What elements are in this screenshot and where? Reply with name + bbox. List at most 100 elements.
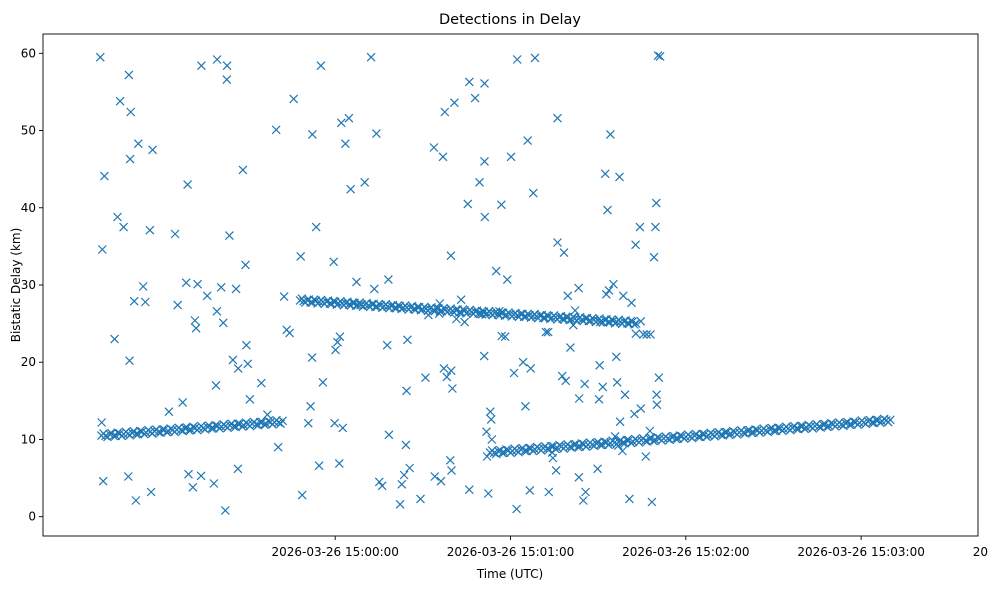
data-point [241,260,250,270]
data-point [307,129,317,139]
data-point [479,351,489,361]
data-point [99,171,109,181]
data-point [553,113,562,123]
data-point [401,440,411,450]
data-point [366,52,376,62]
data-point [125,356,134,366]
data-point [574,472,584,482]
data-point [652,400,662,410]
y-tick-label: 40 [21,201,36,215]
data-point [188,482,198,492]
data-point [440,107,450,117]
data-point [212,306,222,316]
data-point [528,188,538,198]
chart-title: Detections in Delay [439,12,581,28]
data-point [97,245,107,254]
data-point [334,458,344,468]
data-point [463,199,473,209]
data-point [742,426,752,436]
data-point [196,61,206,71]
data-point [402,335,412,345]
data-point [133,139,143,149]
data-point [434,309,444,319]
data-point [814,422,824,432]
data-point [384,430,394,440]
data-point [222,61,232,71]
data-point [449,98,459,108]
data-point [640,436,650,446]
data-point [255,417,265,427]
data-point [651,198,661,208]
data-point [279,292,289,302]
data-point [346,184,356,194]
data-point [131,429,141,439]
data-point [180,423,190,433]
data-point [491,266,501,276]
y-tick-label: 0 [28,510,36,524]
data-point [423,310,433,320]
data-point [652,390,662,400]
data-point [482,452,492,461]
data-point [371,129,381,139]
data-point [650,222,660,232]
data-point [211,380,221,390]
data-point [543,327,553,337]
data-point [402,386,411,396]
data-point [140,297,150,307]
data-point [636,316,646,326]
data-point [464,485,474,495]
data-point [618,291,628,301]
data-point [241,340,251,350]
data-point [356,300,366,310]
data-point [480,212,490,222]
data-point [518,357,528,367]
data-point [548,453,558,463]
data-point [645,426,655,436]
data-point [594,394,604,404]
data-point [654,373,664,383]
data-point [595,317,605,327]
data-point [138,282,148,291]
data-point [330,418,340,428]
data-point [220,506,230,515]
data-point [278,416,288,426]
data-point [611,352,621,362]
y-axis-label: Bistatic Delay (km) [9,228,23,343]
data-point [243,359,253,369]
data-point [123,472,133,481]
data-point [636,404,646,414]
data-point [557,371,567,381]
data-point [867,418,877,428]
data-point [574,283,584,293]
data-point [153,427,163,437]
data-point [329,257,339,267]
data-point [173,300,183,310]
data-point [430,472,440,481]
data-point [885,415,895,425]
data-point [115,96,125,106]
data-point [399,470,409,480]
data-point [791,424,801,434]
data-point [212,55,222,64]
data-point [542,444,552,454]
data-point [615,417,625,427]
data-point [145,225,155,235]
data-point [618,438,628,448]
data-point [289,94,299,104]
data-point [125,154,135,164]
data-point [603,205,612,215]
data-point [525,485,535,495]
data-point [233,363,243,373]
data-point [231,284,241,294]
data-point [620,390,630,400]
data-point [113,212,122,222]
data-point [610,431,620,441]
data-point [262,410,272,420]
data-point [183,180,193,190]
y-tick-label: 20 [21,355,36,369]
data-point [184,469,193,479]
data-point [190,316,200,325]
data-point [331,345,340,355]
data-point [148,145,158,155]
x-tick-label: 2026-03-26 15:01:00 [447,545,574,559]
